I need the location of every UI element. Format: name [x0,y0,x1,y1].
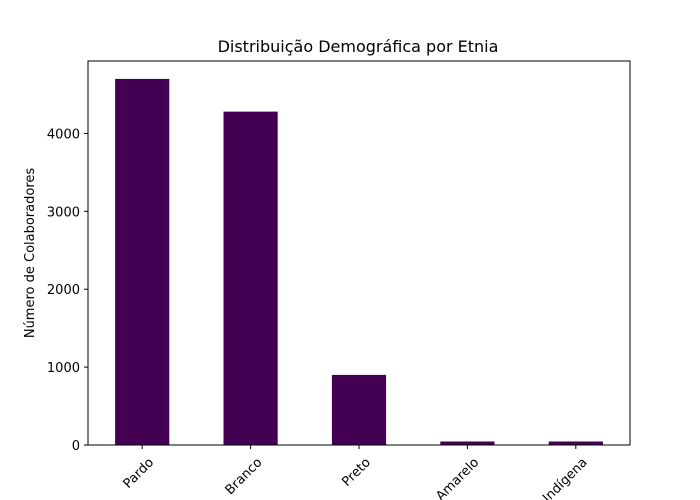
x-tick-label: Amarelo [433,455,482,500]
bar-branco [223,111,278,446]
bar-preto [331,374,387,445]
bar-indígena [548,441,603,445]
y-tick-label: 2000 [47,283,80,298]
y-tick-label: 3000 [47,205,80,220]
x-ticks-group: Pardo Branco Preto Amarelo Indígena [121,445,591,500]
y-ticks-group: 0 1000 2000 3000 4000 [47,127,88,454]
y-tick-label: 0 [72,439,80,454]
bar-pardo [115,78,170,446]
bar-amarelo [440,441,495,445]
y-axis-label: Número de Colaboradores [23,168,38,339]
x-tick-label: Indígena [540,455,590,500]
plot-area-frame [87,60,631,446]
y-tick-label: 4000 [47,127,80,142]
y-tick-label: 1000 [47,361,80,376]
x-tick-label: Pardo [121,455,157,491]
x-tick-label: Branco [223,455,266,498]
x-tick-label: Preto [339,455,373,489]
bars-group [115,78,603,446]
chart-title: Distribuição Demográfica por Etnia [218,37,499,56]
